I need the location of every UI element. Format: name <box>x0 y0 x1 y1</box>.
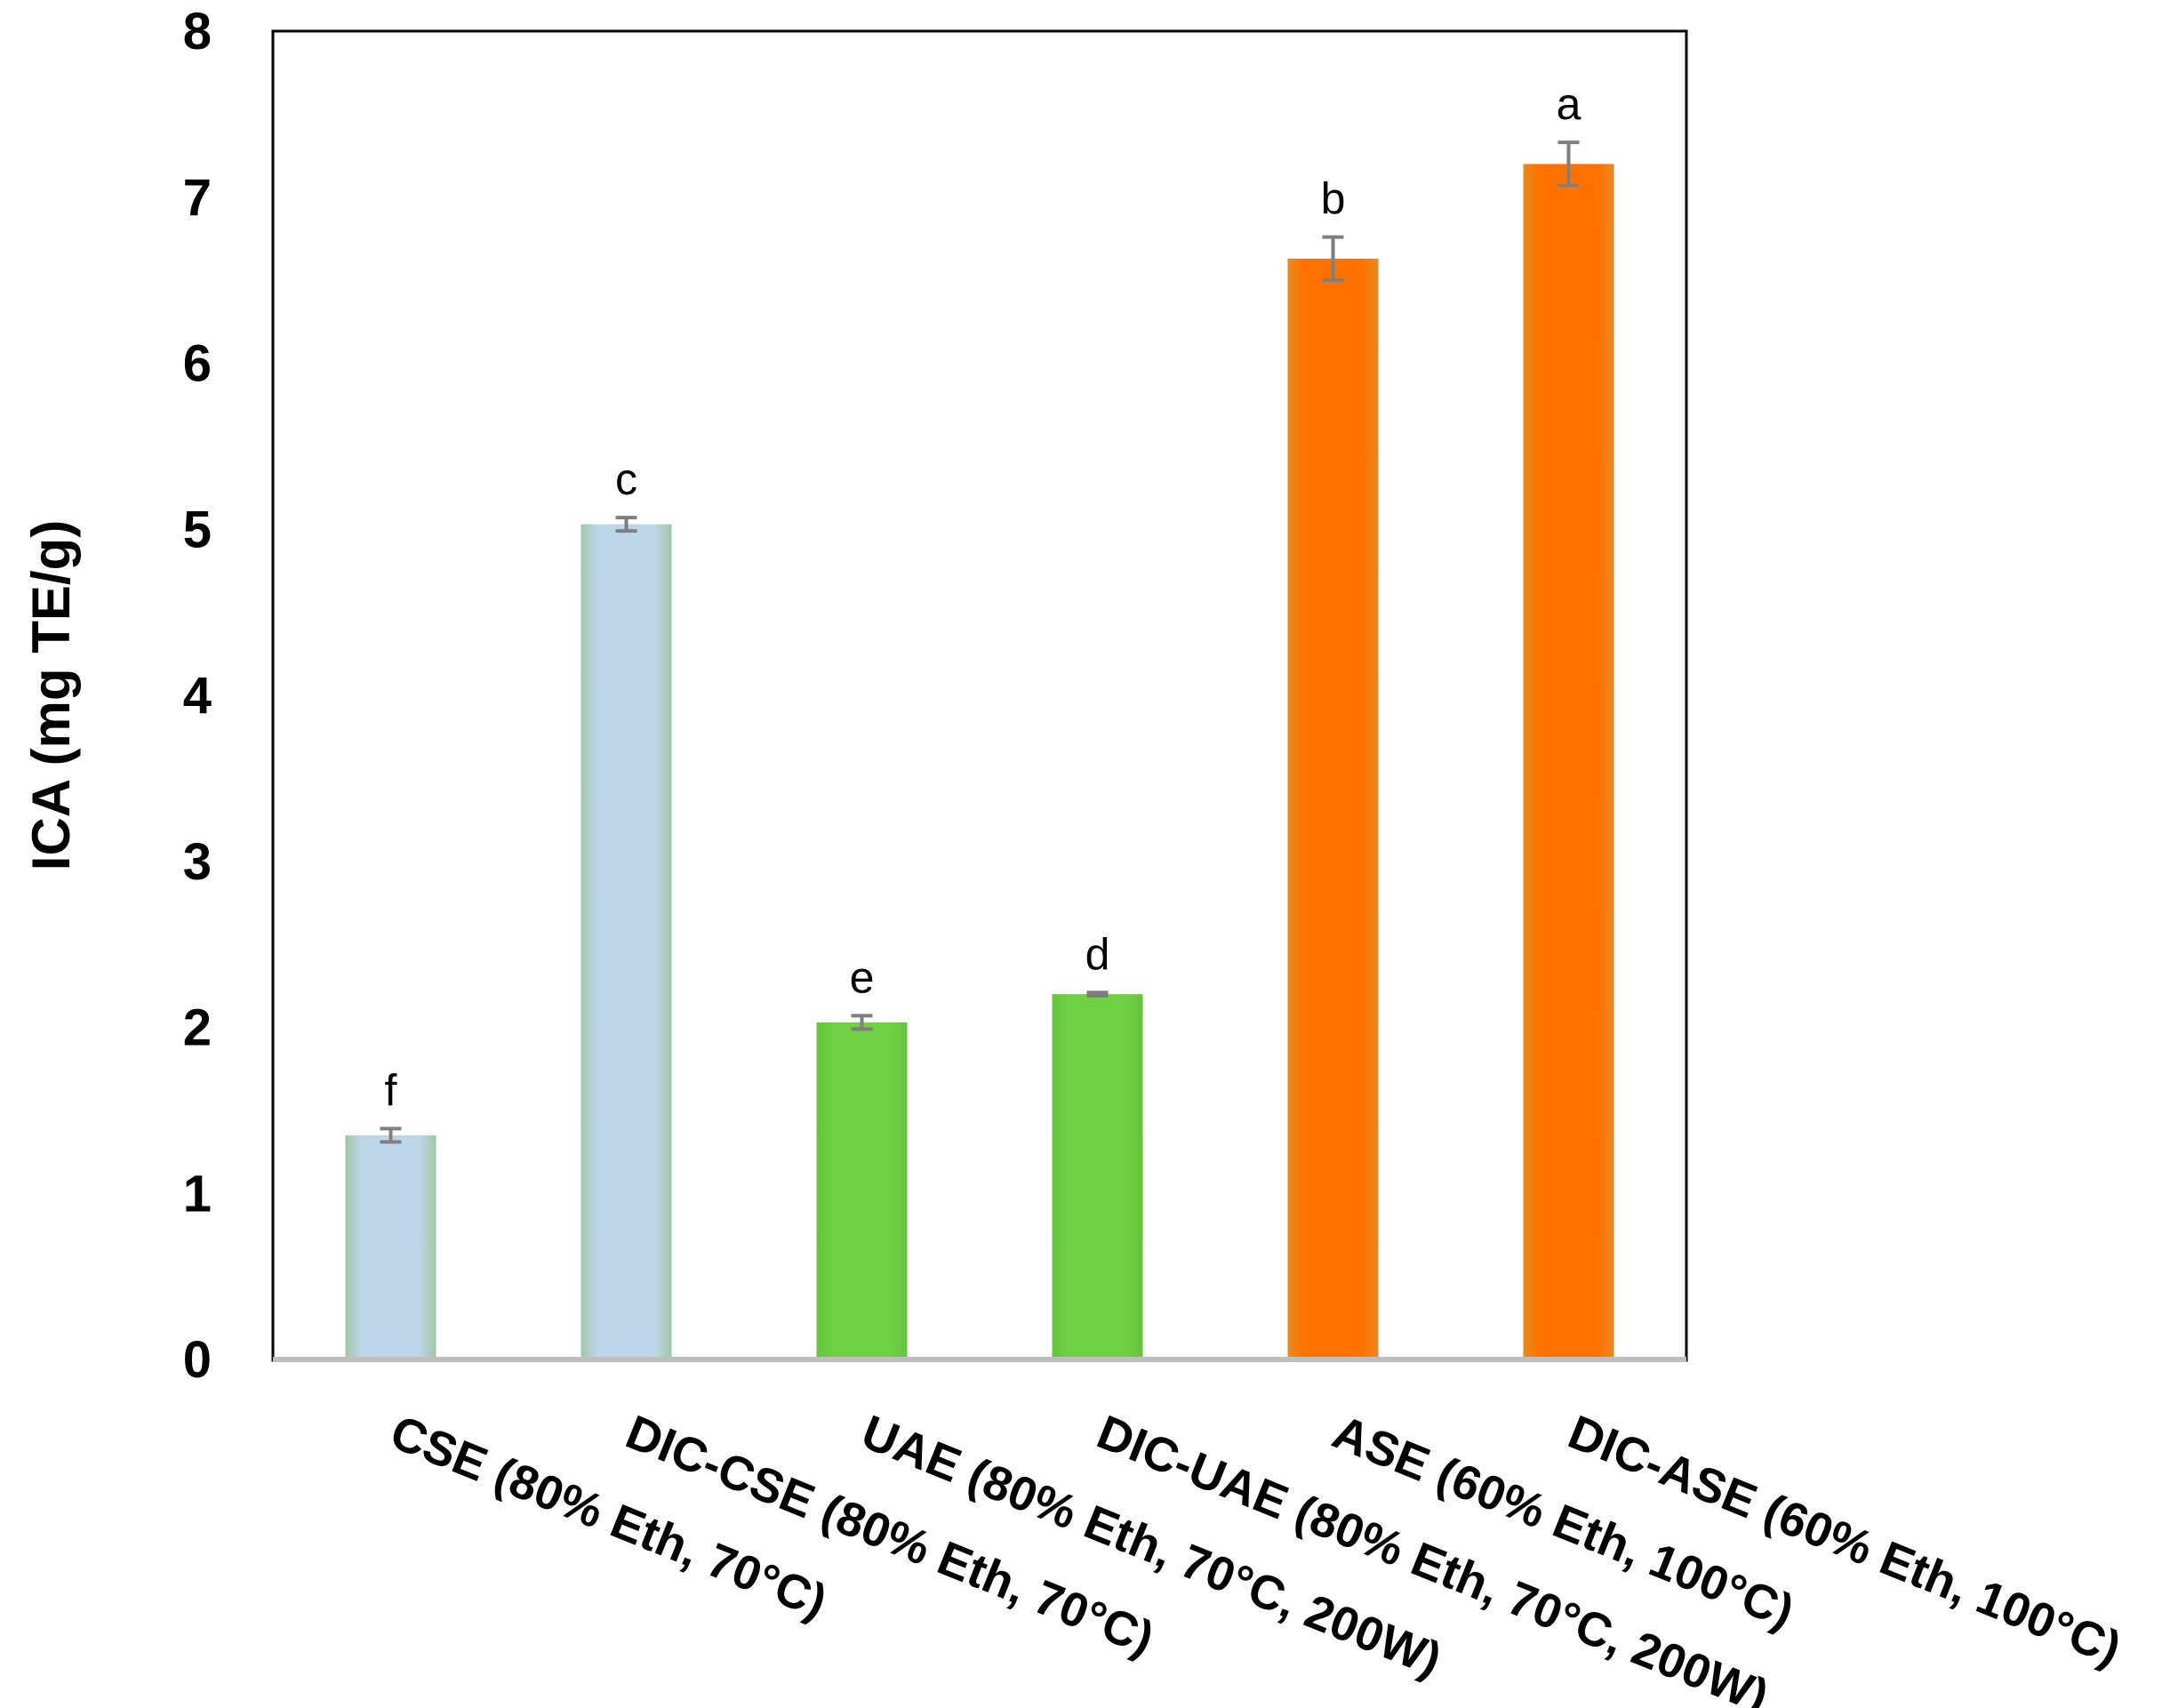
y-tick-label-7: 7 <box>183 169 212 227</box>
significance-label-4: d <box>1085 929 1110 979</box>
bars-group <box>345 164 1614 1359</box>
y-tick-label-0: 0 <box>183 1331 212 1389</box>
y-tick-label-2: 2 <box>183 999 212 1057</box>
y-tick-label-3: 3 <box>183 833 212 891</box>
error-bars-group <box>380 140 1580 1144</box>
bar-3 <box>816 1022 908 1359</box>
y-axis-ticks: 0 1 2 3 4 5 6 7 8 <box>183 3 212 1389</box>
bar-1 <box>345 1135 436 1359</box>
x-axis-category-labels: CSE (80% Eth, 70°C)DIC-CSE (80% Eth, 70°… <box>383 1405 2128 1708</box>
bar-2 <box>581 524 672 1359</box>
bar-4 <box>1052 994 1143 1359</box>
plot-frame <box>271 29 1688 1362</box>
bar-5 <box>1287 258 1379 1359</box>
significance-labels-group: f c e d b a <box>385 79 1581 1115</box>
significance-label-2: c <box>615 454 637 504</box>
y-axis-label: ICA (mg TE/g) <box>21 520 81 870</box>
significance-label-3: e <box>850 952 875 1002</box>
y-tick-label-4: 4 <box>183 667 212 725</box>
bar-6 <box>1523 164 1614 1359</box>
significance-label-1: f <box>385 1065 397 1115</box>
y-tick-label-8: 8 <box>183 3 212 60</box>
y-tick-label-6: 6 <box>183 335 212 393</box>
y-tick-label-1: 1 <box>183 1165 212 1223</box>
y-tick-label-5: 5 <box>183 501 212 558</box>
significance-label-5: b <box>1321 174 1346 224</box>
x-tick-label-1: CSE (80% Eth, 70°C) <box>383 1405 834 1628</box>
significance-label-6: a <box>1557 79 1581 129</box>
